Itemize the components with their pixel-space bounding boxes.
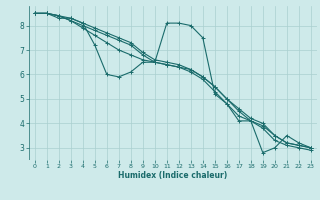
X-axis label: Humidex (Indice chaleur): Humidex (Indice chaleur) bbox=[118, 171, 228, 180]
